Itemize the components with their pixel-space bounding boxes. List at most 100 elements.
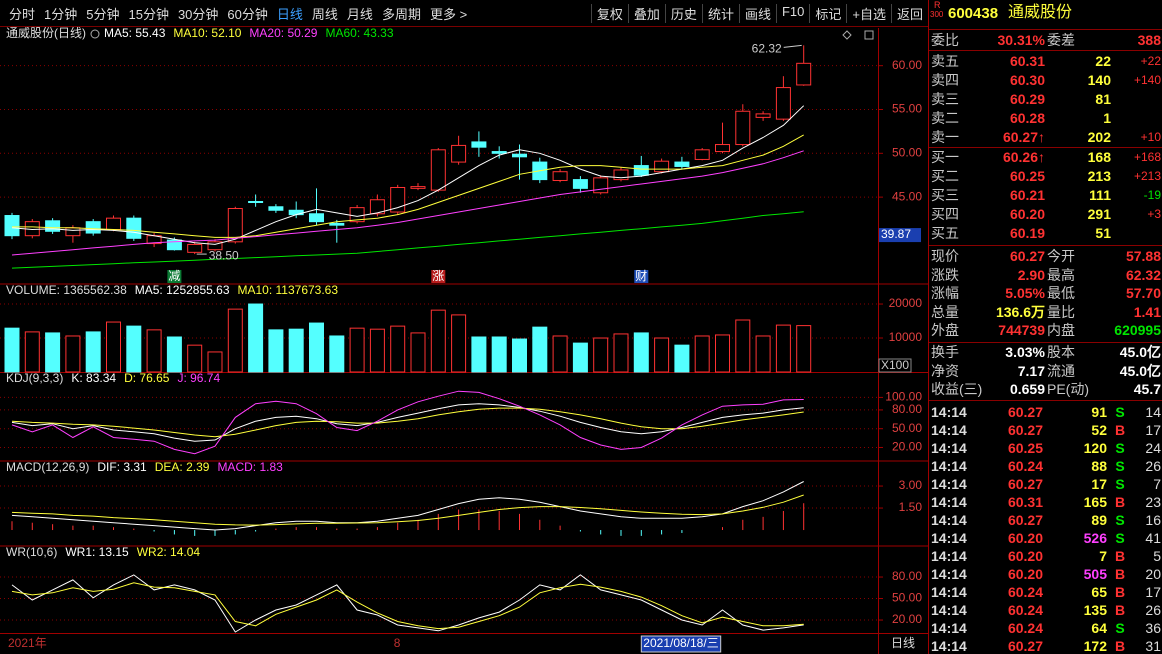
tick-side: B bbox=[1114, 548, 1126, 564]
tick-time: 14:14 bbox=[931, 566, 967, 582]
tick-price: 60.24 bbox=[1007, 620, 1043, 636]
y-tick-label: 50.00 bbox=[892, 591, 922, 605]
tool-button[interactable]: 标记 bbox=[809, 3, 846, 23]
tab[interactable]: 1分钟 bbox=[44, 6, 78, 22]
tool-button[interactable]: 历史 bbox=[664, 3, 702, 23]
separator bbox=[929, 342, 1162, 343]
tick-time: 14:14 bbox=[931, 476, 967, 492]
volume-bar bbox=[146, 329, 162, 373]
tick-side: S bbox=[1115, 476, 1125, 492]
field-value: 57.70 bbox=[1125, 285, 1161, 301]
book-volume: 213 bbox=[1087, 168, 1111, 184]
volume-bar bbox=[369, 328, 385, 373]
book-label: 买二 bbox=[931, 168, 959, 184]
panel-legend: KDJ(9,3,3) bbox=[6, 371, 63, 385]
tick-price: 60.27 bbox=[1007, 476, 1043, 492]
volume-bar bbox=[126, 325, 142, 373]
event-marker bbox=[167, 270, 182, 283]
tab[interactable]: 日线 bbox=[276, 6, 303, 22]
event-marker bbox=[431, 270, 446, 283]
tick-volume: 64 bbox=[1091, 620, 1107, 636]
volume-bar bbox=[512, 338, 527, 373]
separator bbox=[929, 245, 1162, 246]
tick-price: 60.24 bbox=[1007, 458, 1043, 474]
candle-body bbox=[715, 144, 730, 153]
candle-body bbox=[309, 213, 324, 223]
panel-legend: D: 76.65 bbox=[124, 371, 170, 385]
volume-bar bbox=[491, 336, 507, 373]
tab[interactable]: 更多 > bbox=[429, 6, 468, 22]
book-label: 卖五 bbox=[931, 53, 959, 69]
book-label: 买五 bbox=[931, 225, 959, 241]
candle-body bbox=[166, 239, 182, 251]
tool-button[interactable]: 叠加 bbox=[627, 3, 665, 23]
tick-volume: 135 bbox=[1083, 602, 1107, 618]
indicator-line bbox=[11, 403, 804, 442]
quote-panel: R 300 600438 通威股份 委比 30.31% 委差 388 卖五 60.31 22 +22 卖… bbox=[928, 0, 1162, 654]
y-tick-label: 1.50 bbox=[899, 500, 923, 514]
tick-side: S bbox=[1115, 404, 1125, 420]
indicator-line bbox=[11, 105, 805, 245]
tool-button[interactable]: F10 bbox=[775, 3, 809, 23]
volume-bar bbox=[633, 332, 649, 373]
field-label: 股本 bbox=[1047, 344, 1075, 360]
panel-legend: DEA: 2.39 bbox=[155, 460, 210, 474]
tab[interactable]: 30分钟 bbox=[177, 6, 219, 22]
tab[interactable]: 15分钟 bbox=[128, 6, 169, 22]
field-value: 2.90 bbox=[1017, 266, 1045, 283]
volume-bar bbox=[593, 337, 609, 373]
legend-toggle bbox=[90, 29, 100, 39]
volume-bar bbox=[309, 322, 324, 373]
tick-time: 14:14 bbox=[931, 530, 967, 546]
tick-side: S bbox=[1115, 440, 1125, 456]
tick-time: 14:14 bbox=[931, 458, 967, 474]
volume-bar bbox=[532, 326, 548, 373]
tool-button[interactable]: 复权 bbox=[590, 3, 628, 23]
volume-bar bbox=[715, 334, 730, 373]
volume-bar bbox=[329, 335, 345, 373]
tick-count: 26 bbox=[1145, 602, 1161, 618]
icon-diamond[interactable] bbox=[842, 30, 852, 40]
book-change: +213 bbox=[1133, 169, 1161, 183]
tool-button[interactable]: +自选 bbox=[846, 3, 891, 23]
book-price: 60.28 bbox=[1009, 110, 1045, 126]
candle-body bbox=[491, 151, 507, 154]
tick-volume: 7 bbox=[1099, 548, 1107, 564]
candle-body bbox=[633, 165, 649, 176]
tool-button[interactable]: 统计 bbox=[701, 3, 739, 23]
field-label: 内盘 bbox=[1047, 322, 1075, 338]
book-change: +3 bbox=[1147, 207, 1161, 221]
max-label: 62.32 bbox=[752, 42, 782, 56]
panel-legend: MA20: 50.29 bbox=[249, 26, 317, 40]
tick-side: B bbox=[1114, 584, 1126, 600]
tab[interactable]: 多周期 bbox=[381, 6, 421, 22]
volume-bar bbox=[187, 344, 203, 373]
icon-square[interactable] bbox=[864, 30, 874, 40]
event-label: 涨 bbox=[432, 268, 444, 283]
tick-count: 5 bbox=[1153, 548, 1161, 564]
tool-button[interactable]: 画线 bbox=[738, 3, 776, 23]
tick-time: 14:14 bbox=[931, 620, 967, 636]
tick-price: 60.24 bbox=[1007, 602, 1043, 618]
toolbar: 分时 1分钟 5分钟 15分钟 30分钟 60分钟 日线 周线 月线 多周期 更多 > 复权 叠加 历史统… bbox=[0, 0, 928, 27]
tab[interactable]: 月线 bbox=[346, 6, 373, 22]
tick-side: S bbox=[1115, 512, 1125, 528]
indicator-line bbox=[11, 481, 804, 531]
tool-button[interactable]: 返回 bbox=[890, 3, 928, 23]
tab[interactable]: 60分钟 bbox=[227, 6, 268, 22]
tick-count: 24 bbox=[1145, 440, 1161, 456]
candle-body bbox=[126, 217, 142, 239]
tab[interactable]: 周线 bbox=[311, 6, 338, 22]
candle-body bbox=[512, 153, 527, 158]
volume-bar bbox=[796, 325, 812, 373]
y-tick-label: 50.00 bbox=[892, 145, 922, 159]
tab[interactable]: 5分钟 bbox=[86, 6, 120, 22]
volume-bar bbox=[288, 328, 304, 373]
cursor-date: 2021/08/18/三 bbox=[643, 636, 718, 650]
book-label: 卖四 bbox=[931, 72, 959, 88]
field-value: 45.0亿 bbox=[1119, 344, 1161, 360]
candle-body bbox=[471, 141, 487, 148]
field-value: 60.27 bbox=[1009, 248, 1045, 264]
tab[interactable]: 分时 bbox=[9, 6, 36, 22]
field-label: 净资 bbox=[931, 362, 959, 379]
